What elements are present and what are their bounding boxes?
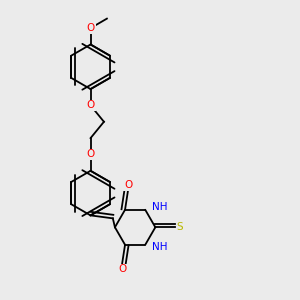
Text: O: O [86, 23, 95, 33]
Text: S: S [177, 222, 183, 232]
Text: O: O [86, 100, 95, 110]
Text: O: O [118, 265, 126, 275]
Text: NH: NH [152, 242, 167, 252]
Text: NH: NH [152, 202, 167, 212]
Text: O: O [86, 149, 95, 160]
Text: O: O [124, 180, 132, 190]
